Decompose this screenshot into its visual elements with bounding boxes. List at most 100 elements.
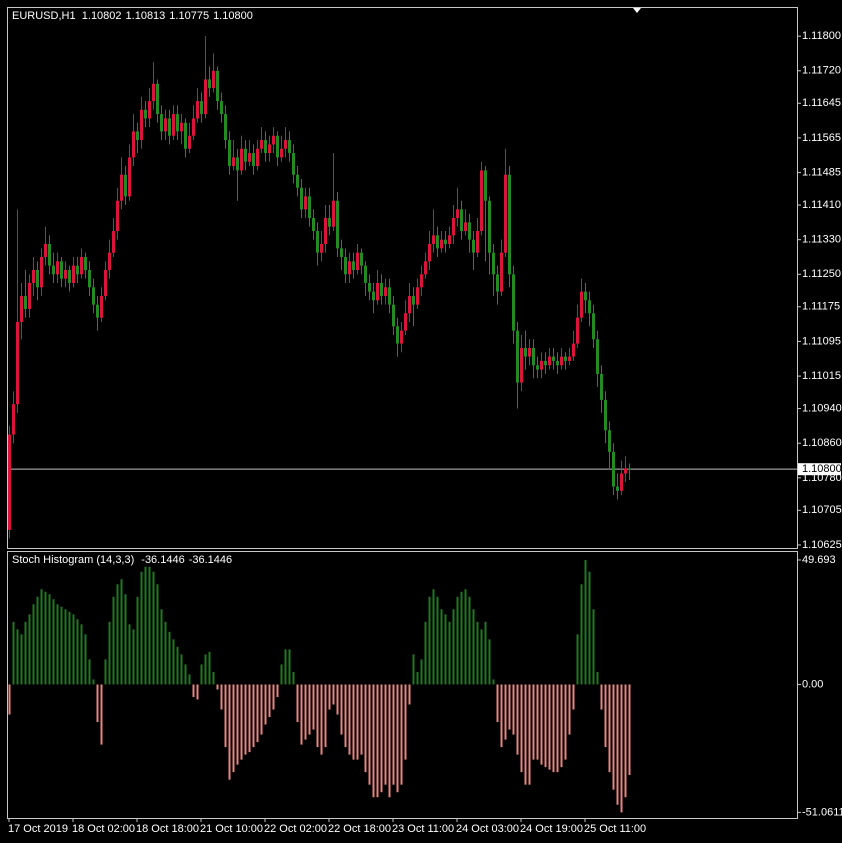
histogram-bar xyxy=(224,684,227,748)
candle-body xyxy=(68,269,71,283)
histogram-bar xyxy=(12,621,15,685)
candle-body xyxy=(460,209,463,232)
histogram-bar xyxy=(280,664,283,685)
histogram-bar xyxy=(496,684,499,723)
histogram-bar xyxy=(628,684,631,776)
histogram-bar xyxy=(216,684,219,690)
candle-body xyxy=(532,347,535,366)
histogram-bar xyxy=(348,684,351,755)
histogram-bar xyxy=(420,659,423,685)
candle-body xyxy=(384,287,387,296)
histogram-bar xyxy=(516,684,519,755)
histogram-bar xyxy=(80,624,83,685)
candle-body xyxy=(152,83,155,102)
histogram-bar xyxy=(288,649,291,685)
candle-body xyxy=(568,356,571,361)
candle-body xyxy=(600,373,603,400)
candle-body xyxy=(496,274,499,292)
histogram-bar xyxy=(120,579,123,685)
candle-body xyxy=(452,218,455,236)
candle-body xyxy=(404,313,407,331)
histogram-bar xyxy=(332,684,335,705)
candle-body xyxy=(44,244,47,257)
candle-body xyxy=(100,295,103,318)
candle-body xyxy=(516,330,519,383)
candle-body xyxy=(560,356,563,366)
candle-body xyxy=(180,122,183,132)
histogram-bar xyxy=(476,621,479,685)
candle-body xyxy=(348,261,351,275)
histogram-bar xyxy=(8,684,11,715)
histogram-bar xyxy=(604,684,607,748)
candle-body xyxy=(372,291,375,301)
histogram-bar xyxy=(592,609,595,685)
histogram-bar xyxy=(596,671,599,685)
candle-body xyxy=(512,274,515,331)
candle-body xyxy=(240,148,243,171)
candle-body xyxy=(160,114,163,132)
histogram-bar xyxy=(300,684,303,745)
candle-body xyxy=(544,360,547,366)
histogram-bar xyxy=(204,654,207,685)
histogram-bar xyxy=(88,659,91,685)
histogram-bar xyxy=(152,571,155,685)
y-tick-label: 1.10860 xyxy=(802,437,842,449)
histogram-bar xyxy=(52,599,55,685)
candle-body xyxy=(196,101,199,119)
histogram-bar xyxy=(576,634,579,685)
title-value: 1.10800 xyxy=(213,10,253,22)
candle-body xyxy=(56,261,59,275)
candle-body xyxy=(168,118,171,136)
histogram-bar xyxy=(248,684,251,753)
histogram-bar xyxy=(532,684,535,760)
histogram-bar xyxy=(296,684,299,723)
histogram-bar xyxy=(448,621,451,685)
candle-body xyxy=(424,261,427,275)
y-tick-label: 49.693 xyxy=(802,554,836,566)
candle-body xyxy=(156,83,159,115)
histogram-bar xyxy=(368,684,371,785)
histogram-bar xyxy=(320,684,323,755)
histogram-bar xyxy=(112,596,115,685)
histogram-bar xyxy=(444,614,447,685)
candle-body xyxy=(364,265,367,283)
candle-body xyxy=(132,131,135,158)
histogram-bar xyxy=(500,684,503,748)
candle-body xyxy=(396,326,399,344)
candle-body xyxy=(80,256,83,275)
histogram-bar xyxy=(528,684,531,785)
histogram-bar xyxy=(624,684,627,798)
candle-body xyxy=(448,235,451,245)
price-label: 1.10800 xyxy=(802,463,842,475)
histogram-bar xyxy=(184,664,187,685)
candle-body xyxy=(616,486,619,491)
title-value: 1.10775 xyxy=(169,10,209,22)
histogram-bar xyxy=(240,684,243,760)
histogram-bar xyxy=(92,679,95,685)
candle-body xyxy=(356,252,359,270)
histogram-bar xyxy=(464,589,467,685)
histogram-bar xyxy=(468,596,471,685)
candle-body xyxy=(464,222,467,232)
candle-body xyxy=(164,118,167,132)
histogram-bar xyxy=(612,684,615,790)
candle-body xyxy=(260,140,263,149)
histogram-bar xyxy=(72,614,75,685)
histogram-bar xyxy=(140,571,143,685)
histogram-bar xyxy=(376,684,379,798)
candle-body xyxy=(8,434,11,530)
histogram-bar xyxy=(208,651,211,685)
candle-body xyxy=(524,347,527,357)
candle-body xyxy=(592,313,595,340)
candle-body xyxy=(328,218,331,227)
candle-body xyxy=(224,114,227,141)
candle-body xyxy=(24,295,27,309)
candle-body xyxy=(248,153,251,162)
histogram-bar xyxy=(164,621,167,685)
candle-body xyxy=(360,252,363,266)
histogram-bar xyxy=(160,609,163,685)
x-tick-label: 18 Oct 02:00 xyxy=(72,823,135,835)
title-value: -36.1446 xyxy=(189,554,232,566)
candle-body xyxy=(48,244,51,266)
